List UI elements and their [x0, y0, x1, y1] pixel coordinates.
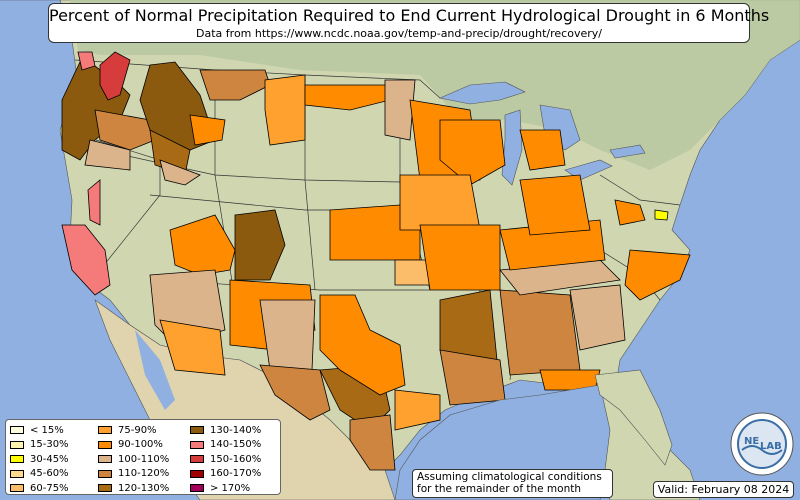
legend-label: 75-90%	[118, 424, 157, 436]
legend: < 15% 15-30% 30-45% 45-60% 60-75% 75-90%…	[5, 419, 281, 495]
region-co-brown	[234, 209, 286, 281]
legend-item: 30-45%	[10, 452, 69, 467]
region-ok-orange	[329, 204, 421, 261]
region-ia-orange	[399, 174, 481, 231]
region-ks-light	[394, 259, 431, 286]
region-md-yellow	[654, 209, 669, 221]
legend-item: 160-170%	[190, 467, 261, 482]
region-oh-orange	[519, 174, 591, 236]
region-mi-orange	[519, 129, 566, 171]
logo-wave	[741, 445, 783, 455]
legend-swatch	[190, 469, 204, 478]
logo-inner-ring	[737, 419, 787, 469]
legend-item: 45-60%	[10, 467, 69, 482]
legend-swatch	[98, 469, 112, 478]
legend-item: < 15%	[10, 423, 69, 438]
legend-label: < 15%	[30, 424, 64, 436]
legend-item: 120-130%	[98, 481, 169, 496]
legend-label: 110-120%	[118, 468, 170, 480]
legend-item: > 170%	[190, 481, 261, 496]
region-sd-orange	[304, 84, 391, 111]
legend-label: 130-140%	[210, 424, 262, 436]
legend-label: 90-100%	[118, 439, 163, 451]
lake-superior	[439, 81, 526, 105]
legend-item: 75-90%	[98, 423, 169, 438]
legend-swatch	[10, 426, 24, 435]
legend-label: 160-170%	[210, 468, 262, 480]
legend-swatch	[98, 440, 112, 449]
region-md-orange	[614, 199, 646, 226]
region-wy-orange	[189, 114, 226, 146]
region-al-brown	[499, 289, 581, 376]
region-wy-tan	[159, 159, 201, 186]
region-nv-red	[87, 179, 101, 226]
gulf-california	[135, 330, 175, 410]
title-box: Percent of Normal Precipitation Required…	[48, 3, 770, 43]
region-or-tan	[84, 139, 131, 171]
legend-label: 150-160%	[210, 453, 262, 465]
florida	[594, 369, 673, 466]
legend-swatch	[98, 426, 112, 435]
map-subtitle: Data from https://www.ncdc.noaa.gov/temp…	[196, 27, 602, 40]
region-tx-south	[349, 414, 396, 471]
region-nc-orange	[624, 249, 691, 301]
logo-text-lab: LAB	[760, 441, 782, 452]
legend-item: 110-120%	[98, 467, 169, 482]
legend-swatch	[190, 455, 204, 464]
region-or-brown	[94, 109, 156, 151]
valid-date: Valid: February 08 2024	[653, 481, 794, 498]
legend-item: 100-110%	[98, 452, 169, 467]
legend-label: 140-150%	[210, 439, 262, 451]
map-title: Percent of Normal Precipitation Required…	[49, 6, 770, 25]
region-wa-red	[77, 51, 96, 71]
legend-swatch	[190, 426, 204, 435]
legend-swatch	[10, 440, 24, 449]
legend-label: 100-110%	[118, 453, 170, 465]
legend-column-1: < 15% 15-30% 30-45% 45-60% 60-75%	[10, 423, 69, 496]
legend-swatch	[98, 484, 112, 493]
legend-column-2: 75-90% 90-100% 100-110% 110-120% 120-130…	[98, 423, 169, 496]
region-wa-red2	[99, 51, 131, 101]
nrcc-logo: NE LAB	[730, 412, 794, 476]
legend-swatch	[10, 484, 24, 493]
region-montana-orange	[264, 74, 306, 146]
region-az-orange	[159, 319, 226, 376]
lake-michigan	[501, 109, 523, 186]
region-sd-tan	[384, 79, 416, 141]
region-wi-orange	[439, 119, 506, 186]
legend-label: 45-60%	[30, 468, 69, 480]
legend-swatch	[190, 440, 204, 449]
legend-label: 120-130%	[118, 482, 170, 494]
region-ut-orange	[169, 214, 236, 276]
region-tx-orange	[319, 294, 406, 396]
legend-label: 15-30%	[30, 439, 69, 451]
logo-text-ne: NE	[744, 436, 759, 447]
region-tx-brown	[259, 364, 331, 421]
legend-item: 130-140%	[190, 423, 261, 438]
region-mo-orange	[419, 224, 501, 291]
assumption-note: Assuming climatological conditions for t…	[412, 469, 613, 498]
legend-swatch	[190, 484, 204, 493]
region-nm-tan	[259, 299, 316, 371]
legend-item: 60-75%	[10, 481, 69, 496]
drought-regions	[61, 51, 691, 471]
legend-item: 140-150%	[190, 438, 261, 453]
legend-item: 15-30%	[10, 438, 69, 453]
legend-label: 60-75%	[30, 482, 69, 494]
legend-swatch	[98, 455, 112, 464]
note-line-2: for the remainder of the month	[417, 483, 582, 495]
legend-item: 150-160%	[190, 452, 261, 467]
note-line-1: Assuming climatological conditions	[417, 471, 602, 483]
legend-label: 30-45%	[30, 453, 69, 465]
region-sc-light	[569, 284, 626, 351]
legend-swatch	[10, 469, 24, 478]
legend-item: 90-100%	[98, 438, 169, 453]
region-ca-red	[61, 224, 111, 296]
region-montana-tan	[199, 69, 271, 101]
region-tx-east	[394, 389, 441, 431]
legend-column-3: 130-140% 140-150% 150-160% 160-170% > 17…	[190, 423, 261, 496]
legend-label: > 170%	[210, 482, 251, 494]
legend-swatch	[10, 455, 24, 464]
lake-ontario	[609, 144, 646, 159]
